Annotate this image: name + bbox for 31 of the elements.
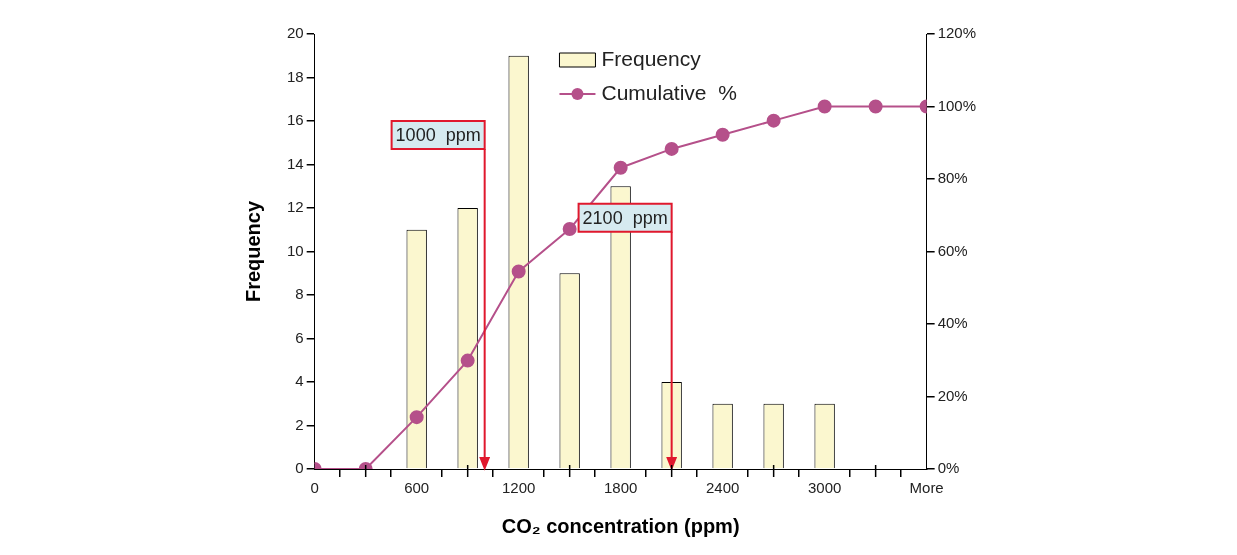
x-tick-label: 1200 <box>501 479 536 497</box>
ref-line-label: 1000 ppm <box>395 124 481 145</box>
y2-tick-label: 100% <box>937 96 977 114</box>
legend-label: Frequency <box>601 46 702 70</box>
y-tick-label: 14 <box>287 154 304 172</box>
y-axis-title: Frequency <box>241 200 264 303</box>
x-tick-label: 600 <box>404 479 430 497</box>
y-tick-label: 8 <box>295 285 304 303</box>
y-tick-label: 6 <box>295 328 304 346</box>
y2-tick-label: 120% <box>937 24 977 42</box>
legend-label: Cumulative % <box>601 80 737 104</box>
y-tick-label: 10 <box>287 241 304 259</box>
y2-tick-label: 40% <box>937 314 968 332</box>
y-tick-label: 20 <box>287 24 304 42</box>
y-tick-label: 16 <box>287 111 304 129</box>
y2-tick-label: 60% <box>937 241 968 259</box>
ref-line-label: 2100 ppm <box>582 207 668 228</box>
x-tick-label: More <box>909 479 944 497</box>
y2-tick-label: 0% <box>937 459 960 477</box>
y-tick-label: 0 <box>295 459 304 477</box>
x-tick-label: 0 <box>310 479 319 497</box>
y2-tick-label: 80% <box>937 169 968 187</box>
y-tick-label: 2 <box>295 415 304 433</box>
y-tick-label: 18 <box>287 67 304 85</box>
y-tick-label: 4 <box>295 372 304 390</box>
x-tick-label: 1800 <box>603 479 638 497</box>
x-tick-label: 2400 <box>705 479 740 497</box>
x-tick-label: 3000 <box>807 479 842 497</box>
y2-tick-label: 20% <box>937 386 968 404</box>
x-axis-title: CO₂ concentration (ppm) <box>501 514 740 537</box>
y-tick-label: 12 <box>287 198 304 216</box>
